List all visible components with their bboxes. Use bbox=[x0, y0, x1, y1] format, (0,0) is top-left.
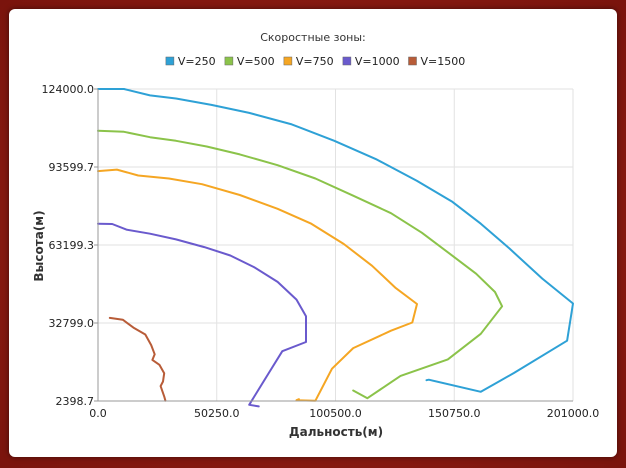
legend-label: V=500 bbox=[237, 55, 275, 68]
y-tick-label: 2398.7 bbox=[56, 395, 95, 408]
series-line-v-1000 bbox=[97, 222, 307, 408]
x-tick-label: 201000.0 bbox=[547, 407, 600, 420]
legend: V=250 V=500 V=750 V=1000 V=1500 bbox=[165, 55, 466, 68]
y-tick-label: 63199.3 bbox=[49, 239, 95, 252]
legend-label: V=250 bbox=[178, 55, 216, 68]
x-tick-label: 150750.0 bbox=[428, 407, 481, 420]
x-tick-labels: 0.0 50250.0 100500.0 150750.0 201000.0 bbox=[89, 407, 599, 420]
series-line-v-750 bbox=[97, 168, 418, 402]
x-axis-label: Дальность(м) bbox=[289, 425, 383, 439]
y-tick-label: 93599.7 bbox=[49, 161, 95, 174]
y-tick-label: 124000.0 bbox=[42, 83, 95, 96]
x-tick-label: 100500.0 bbox=[309, 407, 362, 420]
grid bbox=[98, 88, 574, 401]
legend-label: V=1000 bbox=[355, 55, 400, 68]
legend-label: V=750 bbox=[296, 55, 334, 68]
legend-swatch bbox=[224, 56, 234, 66]
legend-swatch bbox=[342, 56, 352, 66]
legend-swatch bbox=[408, 56, 417, 66]
y-tick-label: 32799.0 bbox=[49, 317, 95, 330]
chart-title: Скоростные зоны: bbox=[260, 31, 366, 44]
legend-swatch bbox=[165, 56, 175, 66]
x-tick-label: 50250.0 bbox=[194, 407, 240, 420]
y-tick-labels: 2398.7 32799.0 63199.3 93599.7 124000.0 bbox=[42, 83, 95, 408]
legend-label: V=1500 bbox=[421, 55, 466, 68]
series-line-v-500 bbox=[97, 129, 504, 400]
series-line-v-1500 bbox=[108, 316, 167, 402]
x-tick-label: 0.0 bbox=[89, 407, 107, 420]
y-axis-label: Высота(м) bbox=[32, 210, 46, 281]
series-line-v-250 bbox=[97, 88, 574, 393]
plot-lines bbox=[97, 88, 574, 408]
axes bbox=[94, 88, 573, 402]
legend-swatch bbox=[283, 56, 293, 66]
chart-panel bbox=[9, 9, 617, 457]
